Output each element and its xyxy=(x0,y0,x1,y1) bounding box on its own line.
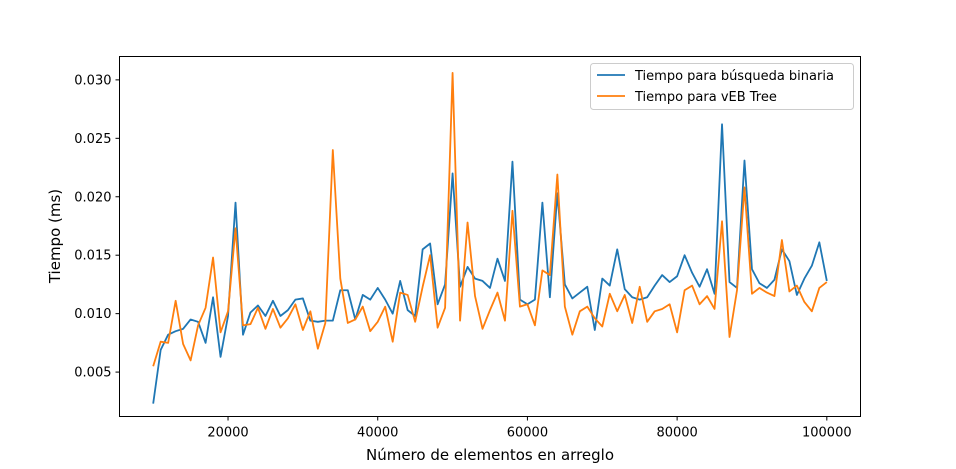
series-line-0 xyxy=(152,123,828,404)
legend: Tiempo para búsqueda binaria Tiempo para… xyxy=(590,63,854,110)
series-layer xyxy=(152,71,828,404)
y-tick-label: 0.030 xyxy=(74,73,111,88)
plot-area xyxy=(119,56,861,417)
y-axis: 0.005 0.010 0.015 0.020 0.025 0.030 xyxy=(74,73,120,381)
y-tick-label: 0.025 xyxy=(74,132,111,147)
x-tick-label: 60000 xyxy=(507,426,548,441)
x-tick-label: 80000 xyxy=(656,426,697,441)
y-tick-label: 0.015 xyxy=(74,249,111,264)
x-tick-label: 20000 xyxy=(207,426,248,441)
plot-frame xyxy=(119,56,861,417)
x-axis: 20000 40000 60000 80000 100000 xyxy=(207,416,852,441)
x-axis-label: Número de elementos en arreglo xyxy=(366,446,614,464)
y-tick-label: 0.010 xyxy=(74,307,111,322)
legend-label-binary: Tiempo para búsqueda binaria xyxy=(634,69,834,84)
y-axis-label: Tiempo (ms) xyxy=(46,189,64,284)
series-line-1 xyxy=(152,71,828,367)
x-tick-label: 100000 xyxy=(802,426,852,441)
legend-box xyxy=(590,63,854,110)
legend-label-veb: Tiempo para vEB Tree xyxy=(634,90,777,105)
y-tick-label: 0.005 xyxy=(74,366,111,381)
y-tick-label: 0.020 xyxy=(74,190,111,205)
x-tick-label: 40000 xyxy=(357,426,398,441)
